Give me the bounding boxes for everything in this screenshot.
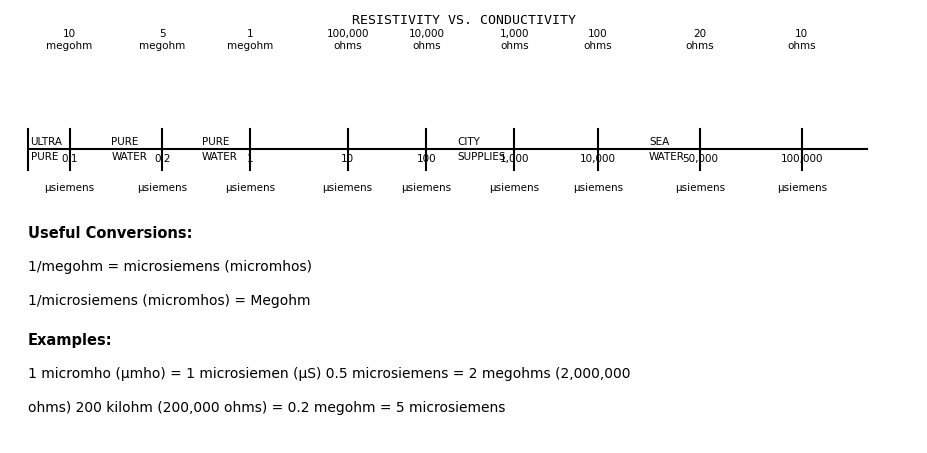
Text: μsiemens: μsiemens <box>137 183 187 193</box>
Text: ohms) 200 kilohm (200,000 ohms) = 0.2 megohm = 5 microsiemens: ohms) 200 kilohm (200,000 ohms) = 0.2 me… <box>28 401 505 415</box>
Text: μsiemens: μsiemens <box>573 183 623 193</box>
Text: SUPPLIES: SUPPLIES <box>457 152 505 162</box>
Text: μsiemens: μsiemens <box>323 183 373 193</box>
Text: RESISTIVITY VS. CONDUCTIVITY: RESISTIVITY VS. CONDUCTIVITY <box>351 14 576 27</box>
Text: 100
ohms: 100 ohms <box>584 29 612 51</box>
Text: Useful Conversions:: Useful Conversions: <box>28 226 192 241</box>
Text: 1/megohm = microsiemens (micromhos): 1/megohm = microsiemens (micromhos) <box>28 260 311 275</box>
Text: 10,000
ohms: 10,000 ohms <box>409 29 444 51</box>
Text: 1,000: 1,000 <box>500 154 529 164</box>
Text: Examples:: Examples: <box>28 333 112 348</box>
Text: WATER: WATER <box>111 152 147 162</box>
Text: 0.1: 0.1 <box>61 154 78 164</box>
Text: 1,000
ohms: 1,000 ohms <box>500 29 529 51</box>
Text: 20
ohms: 20 ohms <box>686 29 714 51</box>
Text: PURE: PURE <box>31 152 58 162</box>
Text: 1 micromho (μmho) = 1 microsiemen (μS) 0.5 microsiemens = 2 megohms (2,000,000: 1 micromho (μmho) = 1 microsiemen (μS) 0… <box>28 367 630 381</box>
Text: 1: 1 <box>247 154 254 164</box>
Text: WATER: WATER <box>202 152 238 162</box>
Text: μsiemens: μsiemens <box>225 183 275 193</box>
Text: 10
ohms: 10 ohms <box>788 29 816 51</box>
Text: μsiemens: μsiemens <box>44 183 95 193</box>
Text: μsiemens: μsiemens <box>777 183 827 193</box>
Text: 1/microsiemens (micromhos) = Megohm: 1/microsiemens (micromhos) = Megohm <box>28 294 311 308</box>
Text: 10: 10 <box>341 154 354 164</box>
Text: 100: 100 <box>416 154 437 164</box>
Text: 50,000: 50,000 <box>682 154 717 164</box>
Text: 1
megohm: 1 megohm <box>227 29 273 51</box>
Text: 100,000
ohms: 100,000 ohms <box>326 29 369 51</box>
Text: PURE: PURE <box>202 137 230 147</box>
Text: ULTRA: ULTRA <box>31 137 63 147</box>
Text: 0.2: 0.2 <box>154 154 171 164</box>
Text: μsiemens: μsiemens <box>675 183 725 193</box>
Text: 10
megohm: 10 megohm <box>46 29 93 51</box>
Text: PURE: PURE <box>111 137 139 147</box>
Text: μsiemens: μsiemens <box>489 183 540 193</box>
Text: SEA: SEA <box>649 137 669 147</box>
Text: 10,000: 10,000 <box>580 154 616 164</box>
Text: CITY: CITY <box>457 137 480 147</box>
Text: WATER: WATER <box>649 152 685 162</box>
Text: 5
megohm: 5 megohm <box>139 29 185 51</box>
Text: 100,000: 100,000 <box>781 154 823 164</box>
Text: μsiemens: μsiemens <box>401 183 451 193</box>
